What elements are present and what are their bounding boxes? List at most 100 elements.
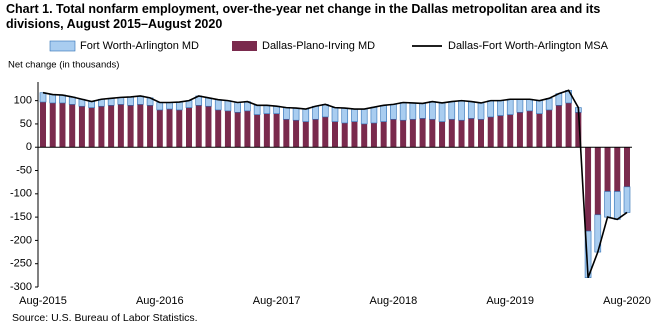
bar <box>546 109 553 148</box>
bar <box>39 92 47 103</box>
legend-swatch <box>49 40 76 52</box>
bar <box>49 102 56 148</box>
bar <box>545 98 553 111</box>
bar <box>516 98 524 113</box>
y-tick-label: -250 <box>10 258 32 270</box>
bar <box>526 110 533 148</box>
bar <box>59 102 66 148</box>
y-axis-label: Net change (in thousands) <box>8 60 119 71</box>
bar <box>390 104 397 120</box>
bar <box>98 106 105 148</box>
bar <box>448 119 455 148</box>
bar <box>380 121 387 148</box>
bar <box>117 104 124 148</box>
y-tick-label: -200 <box>10 234 32 246</box>
bar <box>468 118 475 148</box>
bar <box>273 113 280 148</box>
bar <box>234 102 241 113</box>
bar <box>390 119 397 148</box>
y-tick-label: 50 <box>20 118 32 130</box>
y-tick-label: 0 <box>26 141 32 153</box>
y-tick-label: 100 <box>14 95 32 107</box>
bar <box>332 121 338 148</box>
bar <box>137 104 144 148</box>
bar <box>497 100 504 116</box>
bar <box>487 100 495 118</box>
bar <box>516 112 523 148</box>
bar <box>604 191 611 218</box>
bar <box>477 102 485 120</box>
bar <box>69 104 76 148</box>
line <box>42 89 628 278</box>
bar <box>254 114 261 148</box>
bar <box>429 101 436 120</box>
bar <box>399 102 407 121</box>
bar <box>214 99 222 111</box>
bar <box>322 116 329 148</box>
bar <box>312 105 319 120</box>
bar <box>467 101 475 119</box>
legend-label: Fort Worth-Arlington MD <box>80 40 199 52</box>
bar <box>78 106 85 148</box>
bar <box>137 95 144 105</box>
bar <box>321 104 329 118</box>
bar <box>438 102 446 122</box>
bar <box>273 105 280 114</box>
bar <box>623 186 631 213</box>
bar <box>40 102 46 148</box>
bar <box>205 106 212 148</box>
bar <box>429 119 436 148</box>
bar <box>107 98 115 106</box>
bar <box>409 119 416 148</box>
bar <box>585 147 592 232</box>
bar <box>293 120 300 148</box>
x-tick-label: Aug-2020 <box>603 295 651 307</box>
bar <box>526 98 533 112</box>
bar <box>370 123 377 148</box>
bar <box>565 102 572 148</box>
bar <box>195 105 202 148</box>
bar <box>312 119 319 148</box>
bar <box>283 107 290 120</box>
x-tick-label: Aug-2019 <box>486 295 534 307</box>
bar <box>156 102 164 111</box>
bar <box>234 112 241 148</box>
bar <box>127 105 134 148</box>
bar <box>361 123 368 148</box>
bar <box>506 98 514 115</box>
chart-title: Chart 1. Total nonfarm employment, over-… <box>6 2 601 31</box>
x-tick-label: Aug-2018 <box>370 295 418 307</box>
y-tick-label: -300 <box>10 281 32 293</box>
bar <box>419 118 426 148</box>
x-tick-label: Aug-2017 <box>253 295 301 307</box>
y-tick-label: -100 <box>10 188 32 200</box>
bar <box>370 106 378 124</box>
bar <box>263 104 271 114</box>
bar <box>302 108 310 122</box>
bar <box>351 108 358 122</box>
bar <box>253 104 261 115</box>
y-tick-label: -150 <box>10 211 32 223</box>
bar <box>536 100 543 114</box>
bar <box>224 100 232 112</box>
x-tick-label: Aug-2015 <box>19 295 67 307</box>
bar <box>555 105 562 148</box>
bar <box>594 147 601 215</box>
bar <box>497 115 504 148</box>
bar <box>205 97 212 107</box>
bar <box>331 107 339 122</box>
bar <box>341 123 348 148</box>
bar <box>536 113 543 148</box>
bar <box>224 110 231 148</box>
bar <box>565 90 572 104</box>
bar <box>108 105 115 148</box>
bar <box>351 121 358 148</box>
bar <box>478 119 484 148</box>
bar <box>409 102 417 120</box>
legend-swatch <box>232 41 257 51</box>
bar <box>624 147 630 187</box>
bar <box>117 97 125 105</box>
source: Source: U.S. Bureau of Labor Statistics. <box>12 312 198 324</box>
